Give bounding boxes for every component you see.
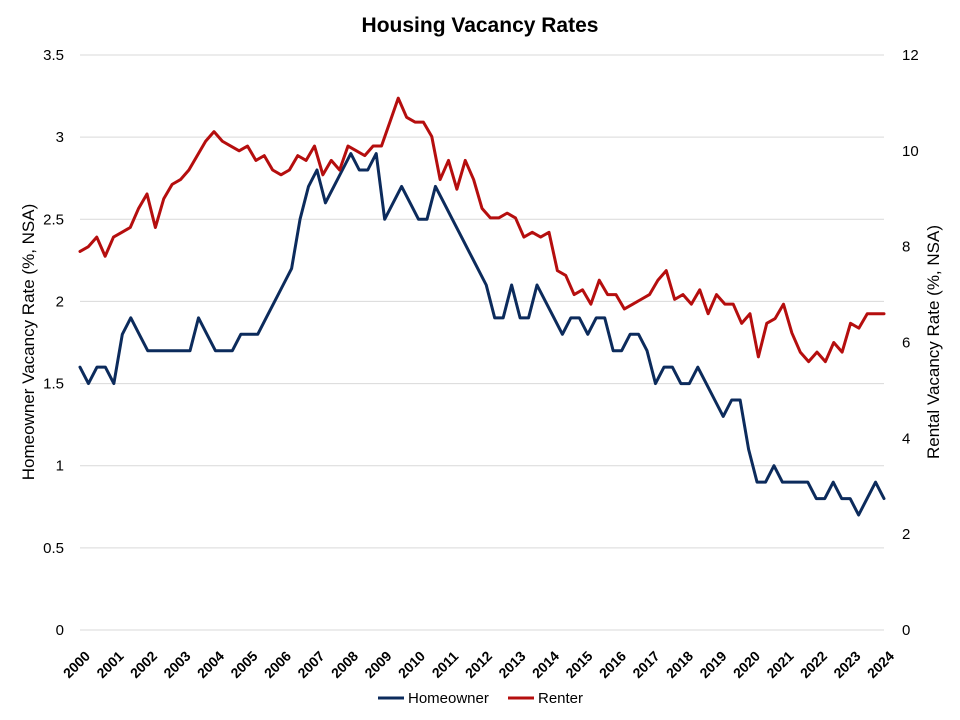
y-left-tick-label: 3.5 — [43, 47, 64, 64]
y-left-tick-label: 1 — [56, 458, 64, 475]
right-y-axis-label: Rental Vacancy Rate (%, NSA) — [924, 225, 943, 459]
x-tick-label: 2008 — [328, 648, 361, 681]
x-tick-label: 2006 — [261, 648, 294, 681]
y-right-tick-label: 8 — [902, 239, 910, 256]
x-tick-label: 2000 — [60, 648, 93, 681]
x-tick-label: 2020 — [730, 648, 763, 681]
right-y-axis-ticks: 0 2 4 6 8 10 12 — [902, 47, 919, 639]
x-tick-label: 2003 — [160, 648, 193, 681]
y-right-tick-label: 4 — [902, 430, 910, 447]
y-left-tick-label: 3 — [56, 129, 64, 146]
x-tick-label: 2010 — [395, 648, 428, 681]
x-tick-label: 2007 — [294, 648, 327, 681]
x-tick-label: 2011 — [429, 648, 462, 681]
series-line-renter — [78, 96, 886, 364]
x-tick-label: 2015 — [562, 648, 595, 681]
x-tick-label: 2013 — [495, 648, 528, 681]
x-tick-label: 2014 — [529, 648, 562, 681]
y-right-tick-label: 6 — [902, 335, 910, 352]
series-lines — [78, 96, 886, 517]
left-y-axis-label: Homeowner Vacancy Rate (%, NSA) — [19, 204, 38, 481]
x-tick-label: 2001 — [93, 648, 126, 681]
x-tick-label: 2017 — [629, 648, 662, 681]
legend-label-homeowner: Homeowner — [408, 690, 489, 707]
y-right-tick-label: 2 — [902, 526, 910, 543]
x-tick-label: 2012 — [462, 648, 495, 681]
y-left-tick-label: 0 — [56, 622, 64, 639]
x-tick-label: 2023 — [830, 648, 863, 681]
y-right-tick-label: 10 — [902, 143, 919, 160]
x-tick-label: 2009 — [361, 648, 394, 681]
y-left-tick-label: 2 — [56, 293, 64, 310]
x-tick-label: 2016 — [596, 648, 629, 681]
gridlines — [80, 54, 884, 549]
legend: Homeowner Renter — [378, 690, 583, 707]
y-right-tick-label: 12 — [902, 47, 919, 64]
x-tick-label: 2019 — [696, 648, 729, 681]
x-tick-label: 2021 — [763, 648, 796, 681]
y-right-tick-label: 0 — [902, 622, 910, 639]
x-tick-label: 2004 — [194, 648, 227, 681]
x-tick-label: 2002 — [127, 648, 160, 681]
x-tick-label: 2005 — [227, 648, 260, 681]
legend-label-renter: Renter — [538, 690, 583, 707]
y-left-tick-label: 0.5 — [43, 540, 64, 557]
left-y-axis-ticks: 0 0.5 1 1.5 2 2.5 3 3.5 — [43, 47, 64, 639]
x-tick-label: 2024 — [864, 648, 897, 681]
chart-title: Housing Vacancy Rates — [362, 14, 599, 37]
x-axis-ticks: 2000 2001 2002 2003 2004 2005 2006 2007 2008 2009… — [60, 648, 897, 681]
series-line-homeowner — [78, 152, 886, 517]
y-left-tick-label: 2.5 — [43, 211, 64, 228]
x-tick-label: 2018 — [663, 648, 696, 681]
y-left-tick-label: 1.5 — [43, 376, 64, 393]
x-tick-label: 2022 — [797, 648, 830, 681]
